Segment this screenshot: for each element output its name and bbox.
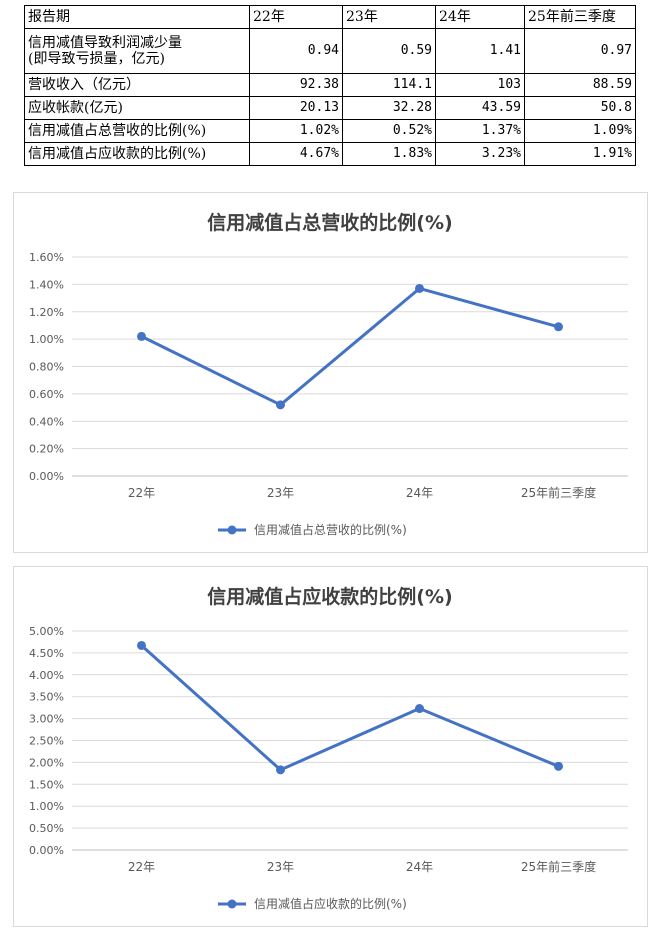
y-tick-label: 0.00% bbox=[29, 844, 64, 857]
y-tick-label: 2.00% bbox=[29, 756, 64, 769]
x-tick-label: 25年前三季度 bbox=[521, 859, 596, 874]
legend-marker bbox=[227, 899, 237, 909]
revenue-ratio-chart-svg: 信用减值占总营收的比例(%) 0.00% 0.20% 0.40% 0.60% 0.80% 1… bbox=[29, 211, 628, 537]
header-cell: 22年 bbox=[249, 5, 343, 29]
header-cell: 25年前三季度 bbox=[524, 5, 636, 29]
legend-marker bbox=[227, 525, 237, 535]
data-point bbox=[415, 704, 424, 714]
y-tick-label: 3.50% bbox=[29, 691, 64, 704]
receivable-ratio-chart-svg: 信用减值占应收款的比例(%) 0.00% 0.50% 1.00% 1.50% 2.00% 2… bbox=[29, 585, 628, 911]
row-label: 应收帐款(亿元) bbox=[24, 96, 250, 120]
y-tick-label: 0.20% bbox=[29, 443, 64, 456]
table-cell: 88.59 bbox=[524, 73, 636, 97]
row-label: 信用减值占应收款的比例(%) bbox=[24, 142, 250, 166]
row-label: 信用减值导致利润减少量 (即导致亏损量，亿元) bbox=[24, 28, 250, 74]
table-cell: 50.8 bbox=[524, 96, 636, 120]
y-tick-label: 0.00% bbox=[29, 470, 64, 483]
data-point bbox=[554, 761, 563, 771]
table-cell: 32.28 bbox=[342, 96, 436, 120]
table-cell: 103 bbox=[435, 73, 525, 97]
table-row: 信用减值导致利润减少量 (即导致亏损量，亿元) 0.94 0.59 1.41 0… bbox=[24, 28, 636, 74]
x-tick-label: 22年 bbox=[128, 860, 155, 874]
table-row: 营收收入（亿元） 92.38 114.1 103 88.59 bbox=[24, 73, 636, 97]
table-cell: 1.37% bbox=[435, 119, 525, 143]
table-cell: 1.41 bbox=[435, 28, 525, 74]
y-tick-label: 1.60% bbox=[29, 251, 64, 264]
y-tick-label: 1.00% bbox=[29, 800, 64, 813]
x-tick-label: 23年 bbox=[267, 860, 294, 874]
series-line bbox=[140, 644, 560, 772]
y-tick-label: 4.50% bbox=[29, 647, 64, 660]
series-line bbox=[140, 286, 559, 407]
table-cell: 0.97 bbox=[524, 28, 636, 74]
y-tick-label: 3.00% bbox=[29, 713, 64, 726]
data-point bbox=[137, 640, 146, 650]
x-tick-label: 22年 bbox=[128, 486, 155, 500]
y-tick-label: 1.00% bbox=[29, 333, 64, 346]
y-tick-label: 0.50% bbox=[29, 822, 64, 835]
table-cell: 0.94 bbox=[249, 28, 343, 74]
x-tick-label: 25年前三季度 bbox=[521, 485, 596, 500]
table-cell: 3.23% bbox=[435, 142, 525, 166]
header-cell: 24年 bbox=[435, 5, 525, 29]
y-tick-label: 1.50% bbox=[29, 778, 64, 791]
table-cell: 4.67% bbox=[249, 142, 343, 166]
table-row: 信用减值占应收款的比例(%) 4.67% 1.83% 3.23% 1.91% bbox=[24, 142, 636, 166]
y-tick-label: 0.60% bbox=[29, 388, 64, 401]
row-label: 营收收入（亿元） bbox=[24, 73, 250, 97]
header-cell: 报告期 bbox=[24, 5, 250, 29]
table-cell: 1.02% bbox=[249, 119, 343, 143]
receivable-ratio-chart: 信用减值占应收款的比例(%) 0.00% 0.50% 1.00% 1.50% 2.00% 2… bbox=[13, 566, 648, 927]
data-point bbox=[137, 331, 146, 341]
y-tick-label: 0.80% bbox=[29, 361, 64, 374]
table-row: 信用减值占总营收的比例(%) 1.02% 0.52% 1.37% 1.09% bbox=[24, 119, 636, 143]
table-cell: 92.38 bbox=[249, 73, 343, 97]
table-cell: 114.1 bbox=[342, 73, 436, 97]
chart-title: 信用减值占应收款的比例(%) bbox=[207, 585, 452, 608]
table-cell: 43.59 bbox=[435, 96, 525, 120]
row-label: 信用减值占总营收的比例(%) bbox=[24, 119, 250, 143]
chart-title: 信用减值占总营收的比例(%) bbox=[207, 211, 452, 234]
legend-label: 信用减值占总营收的比例(%) bbox=[254, 522, 407, 537]
data-point bbox=[276, 765, 285, 775]
y-tick-label: 1.40% bbox=[29, 278, 64, 291]
y-tick-label: 0.40% bbox=[29, 415, 64, 428]
revenue-ratio-chart: 信用减值占总营收的比例(%) 0.00% 0.20% 0.40% 0.60% 0.80% 1… bbox=[13, 192, 648, 553]
y-tick-label: 5.00% bbox=[29, 625, 64, 638]
legend-label: 信用减值占应收款的比例(%) bbox=[254, 896, 407, 911]
table-cell: 1.91% bbox=[524, 142, 636, 166]
data-table: 报告期 22年 23年 24年 25年前三季度 信用减值导致利润减少量 (即导致… bbox=[24, 5, 636, 166]
table-cell: 0.52% bbox=[342, 119, 436, 143]
table-cell: 20.13 bbox=[249, 96, 343, 120]
table-cell: 1.09% bbox=[524, 119, 636, 143]
y-tick-label: 1.20% bbox=[29, 306, 64, 319]
data-point bbox=[415, 283, 424, 293]
x-tick-label: 24年 bbox=[406, 486, 433, 500]
data-point bbox=[276, 400, 285, 410]
table-row: 应收帐款(亿元) 20.13 32.28 43.59 50.8 bbox=[24, 96, 636, 120]
table-header-row: 报告期 22年 23年 24年 25年前三季度 bbox=[24, 5, 636, 29]
data-point bbox=[554, 322, 563, 332]
x-tick-label: 23年 bbox=[267, 486, 294, 500]
y-tick-label: 2.50% bbox=[29, 735, 64, 748]
table-cell: 0.59 bbox=[342, 28, 436, 74]
y-tick-label: 4.00% bbox=[29, 669, 64, 682]
header-cell: 23年 bbox=[342, 5, 436, 29]
table-cell: 1.83% bbox=[342, 142, 436, 166]
x-tick-label: 24年 bbox=[406, 860, 433, 874]
